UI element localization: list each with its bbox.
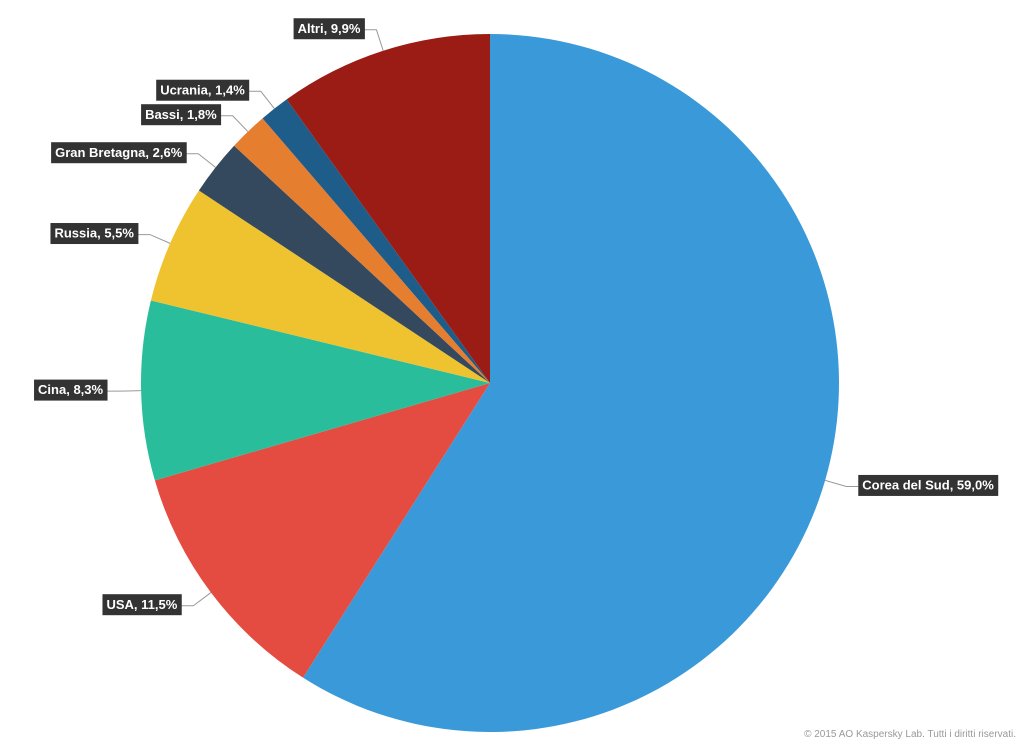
pie-slice — [302, 34, 839, 732]
pie-slice — [262, 99, 490, 383]
category-label: Corea del Sud — [862, 478, 949, 493]
value-label: 11,5% — [141, 597, 178, 612]
leader-line — [825, 479, 859, 488]
leader-line — [137, 234, 171, 244]
leader-line — [181, 592, 212, 607]
data-label: Corea del Sud, 59,0% — [862, 478, 994, 493]
value-label: 1,8% — [187, 107, 217, 122]
data-label: Bassi, 1,8% — [145, 107, 217, 122]
label-box — [50, 223, 139, 245]
leader-line — [186, 153, 216, 168]
source: © 2015 AO Kaspersky Lab. Tutti i diritti… — [804, 729, 1016, 740]
data-label: Russia, 5,5% — [54, 226, 134, 241]
data-label: Altri, 9,9% — [298, 21, 361, 36]
label-separator: , — [66, 383, 73, 398]
data-label: USA, 11,5% — [106, 597, 177, 612]
pie-slice — [154, 383, 491, 678]
pie-slice — [234, 118, 490, 383]
pie-slice — [150, 190, 491, 383]
label-box — [102, 594, 182, 616]
leader-line — [248, 90, 275, 109]
value-label: 2,6% — [153, 145, 183, 160]
label-separator: , — [134, 597, 141, 612]
label-box — [858, 474, 999, 496]
label-separator: , — [145, 145, 152, 160]
pie-slice — [198, 145, 491, 383]
data-label: Cina, 8,3% — [38, 383, 103, 398]
category-label: Ucrania — [160, 83, 208, 98]
label-separator: , — [208, 83, 215, 98]
label-box — [156, 79, 250, 101]
label-separator: , — [97, 226, 104, 241]
label-box — [293, 18, 365, 40]
category-label: USA — [106, 597, 134, 612]
pie-slice — [286, 34, 490, 383]
data-label: Ucrania, 1,4% — [160, 83, 245, 98]
category-label: Cina — [38, 383, 67, 398]
category-label: Bassi — [145, 107, 180, 122]
label-box — [141, 104, 222, 126]
label-separator: , — [180, 107, 187, 122]
category-label: Russia — [54, 226, 97, 241]
value-label: 1,4% — [215, 83, 245, 98]
value-label: 5,5% — [104, 226, 134, 241]
label-box — [34, 379, 108, 401]
value-label: 59,0% — [957, 478, 994, 493]
category-label: Altri — [298, 21, 324, 36]
label-separator: , — [324, 21, 331, 36]
value-label: 8,3% — [73, 383, 103, 398]
leader-line — [364, 29, 384, 51]
leader-line — [220, 115, 249, 132]
label-box — [51, 142, 187, 164]
label-separator: , — [950, 478, 957, 493]
data-label: Gran Bretagna, 2,6% — [55, 145, 183, 160]
value-label: 9,9% — [331, 21, 361, 36]
category-label: Gran Bretagna — [55, 145, 146, 160]
pie-slice — [141, 300, 491, 481]
